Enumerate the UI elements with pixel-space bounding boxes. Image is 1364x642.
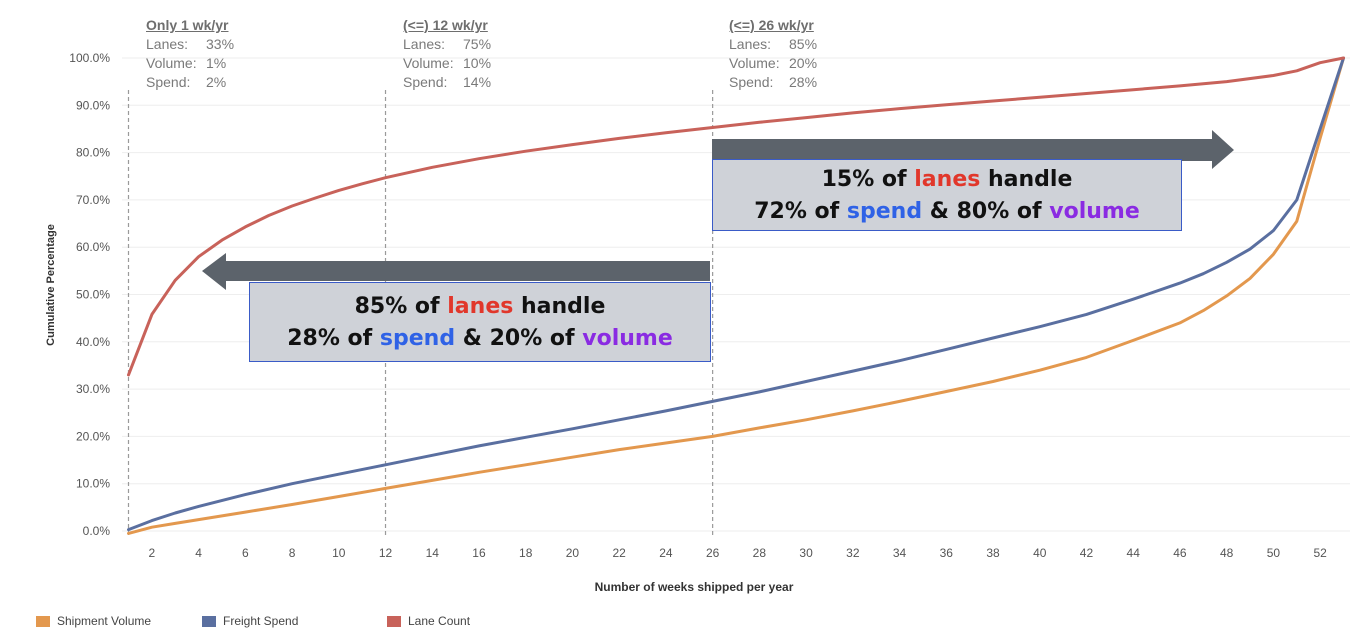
x-tick-label: 30 [799, 546, 813, 560]
callout-right: 15% of lanes handle 72% of spend & 80% o… [712, 159, 1182, 231]
y-tick-label: 60.0% [76, 240, 110, 254]
x-tick-label: 40 [1033, 546, 1047, 560]
x-axis-label: Number of weeks shipped per year [595, 580, 794, 594]
annotation-1wk: Only 1 wk/yr Lanes: 33% Volume: 1% Spend: 2… [146, 16, 234, 92]
x-tick-label: 24 [659, 546, 673, 560]
y-axis-label: Cumulative Percentage [45, 224, 57, 346]
x-tick-label: 12 [379, 546, 393, 560]
callout-line: 28% of spend & 20% of volume [287, 326, 673, 351]
annotation-value: 20% [789, 55, 818, 71]
annotation-label: Lanes: [729, 36, 772, 52]
annotation-value: 10% [463, 55, 492, 71]
x-tick-label: 16 [472, 546, 486, 560]
annotation-value: 75% [463, 36, 492, 52]
x-tick-label: 22 [612, 546, 626, 560]
x-tick-label: 46 [1173, 546, 1187, 560]
annotation-value: 1% [206, 55, 227, 71]
legend-swatch [36, 615, 50, 627]
annotation-value: 14% [463, 74, 492, 90]
annotation-label: Spend: [729, 74, 774, 90]
annotation-value: 2% [206, 74, 227, 90]
annotation-value: 33% [206, 36, 235, 52]
legend-item: Shipment Volume [36, 614, 202, 628]
legend: Shipment Volume Freight Spend Lane Count [36, 614, 470, 628]
legend-swatch [387, 615, 401, 627]
x-tick-label: 34 [893, 546, 907, 560]
x-tick-label: 52 [1313, 546, 1327, 560]
annotation-12wk: (<=) 12 wk/yr Lanes: 75% Volume: 10% Spend… [403, 16, 491, 92]
annotation-value: 28% [789, 74, 818, 90]
x-tick-label: 8 [289, 546, 296, 560]
series-line [127, 56, 1345, 535]
legend-label: Freight Spend [223, 614, 299, 628]
x-tick-label: 26 [706, 546, 720, 560]
y-tick-label: 80.0% [76, 146, 110, 160]
annotation-label: Volume: [729, 55, 780, 71]
x-tick-label: 2 [149, 546, 156, 560]
x-tick-label: 20 [566, 546, 580, 560]
legend-label: Lane Count [408, 614, 471, 628]
annotation-title: (<=) 12 wk/yr [403, 17, 488, 33]
x-tick-label: 48 [1220, 546, 1234, 560]
x-tick-label: 38 [986, 546, 1000, 560]
x-tick-label: 50 [1267, 546, 1281, 560]
annotation-title: Only 1 wk/yr [146, 17, 229, 33]
y-tick-label: 100.0% [69, 51, 110, 65]
legend-item: Lane Count [387, 614, 470, 628]
x-tick-label: 6 [242, 546, 249, 560]
x-tick-label: 4 [195, 546, 202, 560]
callout-line: 72% of spend & 80% of volume [754, 199, 1140, 224]
series-lines [127, 56, 1345, 535]
y-tick-label: 50.0% [76, 288, 110, 302]
arrow-left [202, 253, 710, 290]
legend-item: Freight Spend [202, 614, 387, 628]
y-tick-label: 0.0% [83, 524, 111, 538]
callout-line: 15% of lanes handle [821, 167, 1073, 192]
annotation-label: Lanes: [403, 36, 446, 52]
callout-line: 85% of lanes handle [354, 294, 606, 319]
y-tick-label: 70.0% [76, 193, 110, 207]
annotation-value: 85% [789, 36, 818, 52]
y-tick-label: 40.0% [76, 335, 110, 349]
legend-swatch [202, 615, 216, 627]
y-axis-ticks: 0.0% 10.0% 20.0% 30.0% 40.0% 50.0% 60.0% 70.0% 8… [69, 51, 110, 538]
annotation-label: Volume: [403, 55, 454, 71]
x-tick-label: 36 [940, 546, 954, 560]
y-tick-label: 30.0% [76, 382, 110, 396]
x-axis-ticks: 2 4 6 8 10 12 14 16 18 20 22 24 26 28 30 32 34 36 38 40 42 44… [149, 546, 1328, 560]
x-tick-label: 10 [332, 546, 346, 560]
y-tick-label: 90.0% [76, 98, 110, 112]
annotation-label: Spend: [403, 74, 448, 90]
series-line [127, 56, 1345, 532]
series-line [127, 56, 1345, 377]
annotation-label: Lanes: [146, 36, 189, 52]
x-tick-label: 14 [426, 546, 440, 560]
legend-label: Shipment Volume [57, 614, 152, 628]
annotation-26wk: (<=) 26 wk/yr Lanes: 85% Volume: 20% Spend… [729, 16, 817, 92]
annotation-title: (<=) 26 wk/yr [729, 17, 814, 33]
y-tick-label: 10.0% [76, 477, 110, 491]
annotation-label: Volume: [146, 55, 197, 71]
x-tick-label: 32 [846, 546, 860, 560]
x-tick-label: 18 [519, 546, 533, 560]
annotation-label: Spend: [146, 74, 191, 90]
x-tick-label: 28 [753, 546, 767, 560]
x-tick-label: 44 [1127, 546, 1141, 560]
y-tick-label: 20.0% [76, 429, 110, 443]
x-tick-label: 42 [1080, 546, 1094, 560]
callout-left: 85% of lanes handle 28% of spend & 20% o… [249, 282, 711, 362]
